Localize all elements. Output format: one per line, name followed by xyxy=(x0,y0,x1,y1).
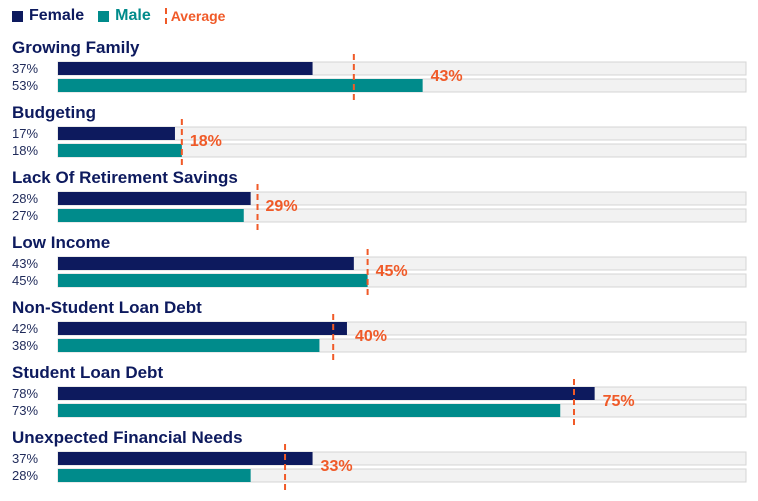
value-label-male: 38% xyxy=(12,338,38,353)
value-label-male: 18% xyxy=(12,143,38,158)
bar-male xyxy=(58,339,320,352)
category-label: Student Loan Debt xyxy=(12,363,163,382)
bar-male xyxy=(58,79,423,92)
average-label: 18% xyxy=(190,133,222,150)
average-label: 43% xyxy=(431,68,463,85)
value-label-male: 53% xyxy=(12,78,38,93)
category-label: Low Income xyxy=(12,233,110,252)
value-label-female: 37% xyxy=(12,451,38,466)
category-label: Growing Family xyxy=(12,38,140,57)
value-label-female: 28% xyxy=(12,191,38,206)
legend-swatch-average xyxy=(164,8,167,24)
value-label-male: 27% xyxy=(12,208,38,223)
bar-male xyxy=(58,144,182,157)
legend-label-average: Average xyxy=(170,8,226,24)
value-label-female: 43% xyxy=(12,256,38,271)
legend-label-female: Female xyxy=(29,7,85,24)
value-label-female: 17% xyxy=(12,126,38,141)
value-label-male: 73% xyxy=(12,403,38,418)
average-label: 75% xyxy=(603,393,635,410)
category-label: Non-Student Loan Debt xyxy=(12,298,202,317)
bar-male xyxy=(58,209,244,222)
bar-male xyxy=(58,469,251,482)
category-label: Lack Of Retirement Savings xyxy=(12,168,238,187)
average-label: 45% xyxy=(376,263,408,280)
legend-item-average: Average xyxy=(164,8,226,24)
value-label-female: 37% xyxy=(12,61,38,76)
value-label-male: 28% xyxy=(12,468,38,483)
category-label: Budgeting xyxy=(12,103,96,122)
bar-female xyxy=(58,62,313,75)
bar-female xyxy=(58,322,347,335)
legend-item-male: Male xyxy=(98,7,151,25)
legend-label-male: Male xyxy=(115,7,151,24)
bar-female xyxy=(58,127,175,140)
average-label: 29% xyxy=(266,198,298,215)
average-label: 40% xyxy=(355,328,387,345)
legend-swatch-female xyxy=(12,10,23,22)
bar-female xyxy=(58,192,251,205)
legend-item-female: Female xyxy=(12,7,84,25)
value-label-male: 45% xyxy=(12,273,38,288)
average-label: 33% xyxy=(321,458,353,475)
bar-female xyxy=(58,452,313,465)
category-label: Unexpected Financial Needs xyxy=(12,428,243,447)
bar-female xyxy=(58,257,354,270)
legend-swatch-male xyxy=(98,10,110,22)
value-label-female: 78% xyxy=(12,386,38,401)
legend: Female Male Average xyxy=(12,6,239,26)
bar-female xyxy=(58,387,595,400)
value-label-female: 42% xyxy=(12,321,38,336)
bar-male xyxy=(58,404,561,417)
bar-male xyxy=(58,274,368,287)
